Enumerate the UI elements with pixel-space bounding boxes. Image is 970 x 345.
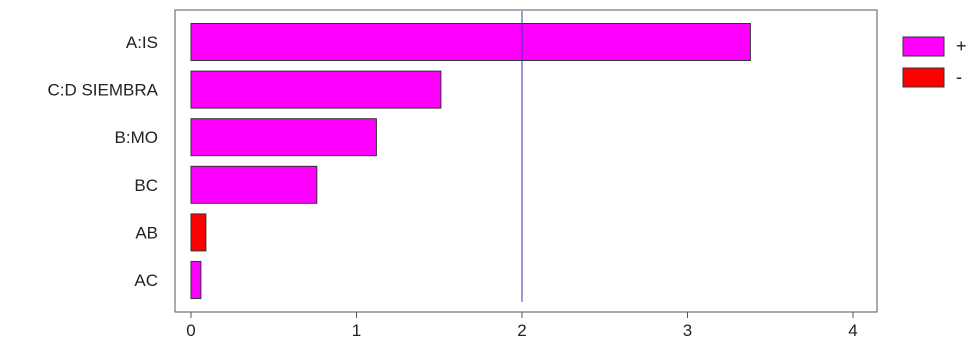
x-axis: 0 1 2 3 4 <box>186 312 858 340</box>
category-label: BC <box>134 176 158 195</box>
legend-swatch <box>902 36 945 57</box>
bar-ac <box>190 261 202 299</box>
category-label: A:IS <box>126 33 158 52</box>
category-label: C:D SIEMBRA <box>47 81 158 100</box>
legend-swatch <box>902 67 945 88</box>
legend-label: - <box>956 67 962 87</box>
category-labels: A:IS C:D SIEMBRA B:MO BC AB AC <box>47 33 158 290</box>
x-tick-label: 3 <box>683 321 692 340</box>
bars-group <box>190 23 751 299</box>
bar-a-is <box>190 23 751 61</box>
bar-bc <box>190 165 318 204</box>
x-tick-label: 0 <box>186 321 195 340</box>
legend: +- <box>902 36 967 88</box>
category-label: B:MO <box>115 128 158 147</box>
x-tick-label: 4 <box>848 321 857 340</box>
legend-label: + <box>956 36 967 56</box>
category-label: AC <box>134 271 158 290</box>
x-tick-label: 2 <box>517 321 526 340</box>
bar-b-mo <box>190 118 377 157</box>
category-label: AB <box>135 223 158 242</box>
bar-c-d-siembra <box>190 70 442 109</box>
x-tick-label: 1 <box>352 321 361 340</box>
bar-ab <box>190 213 207 252</box>
